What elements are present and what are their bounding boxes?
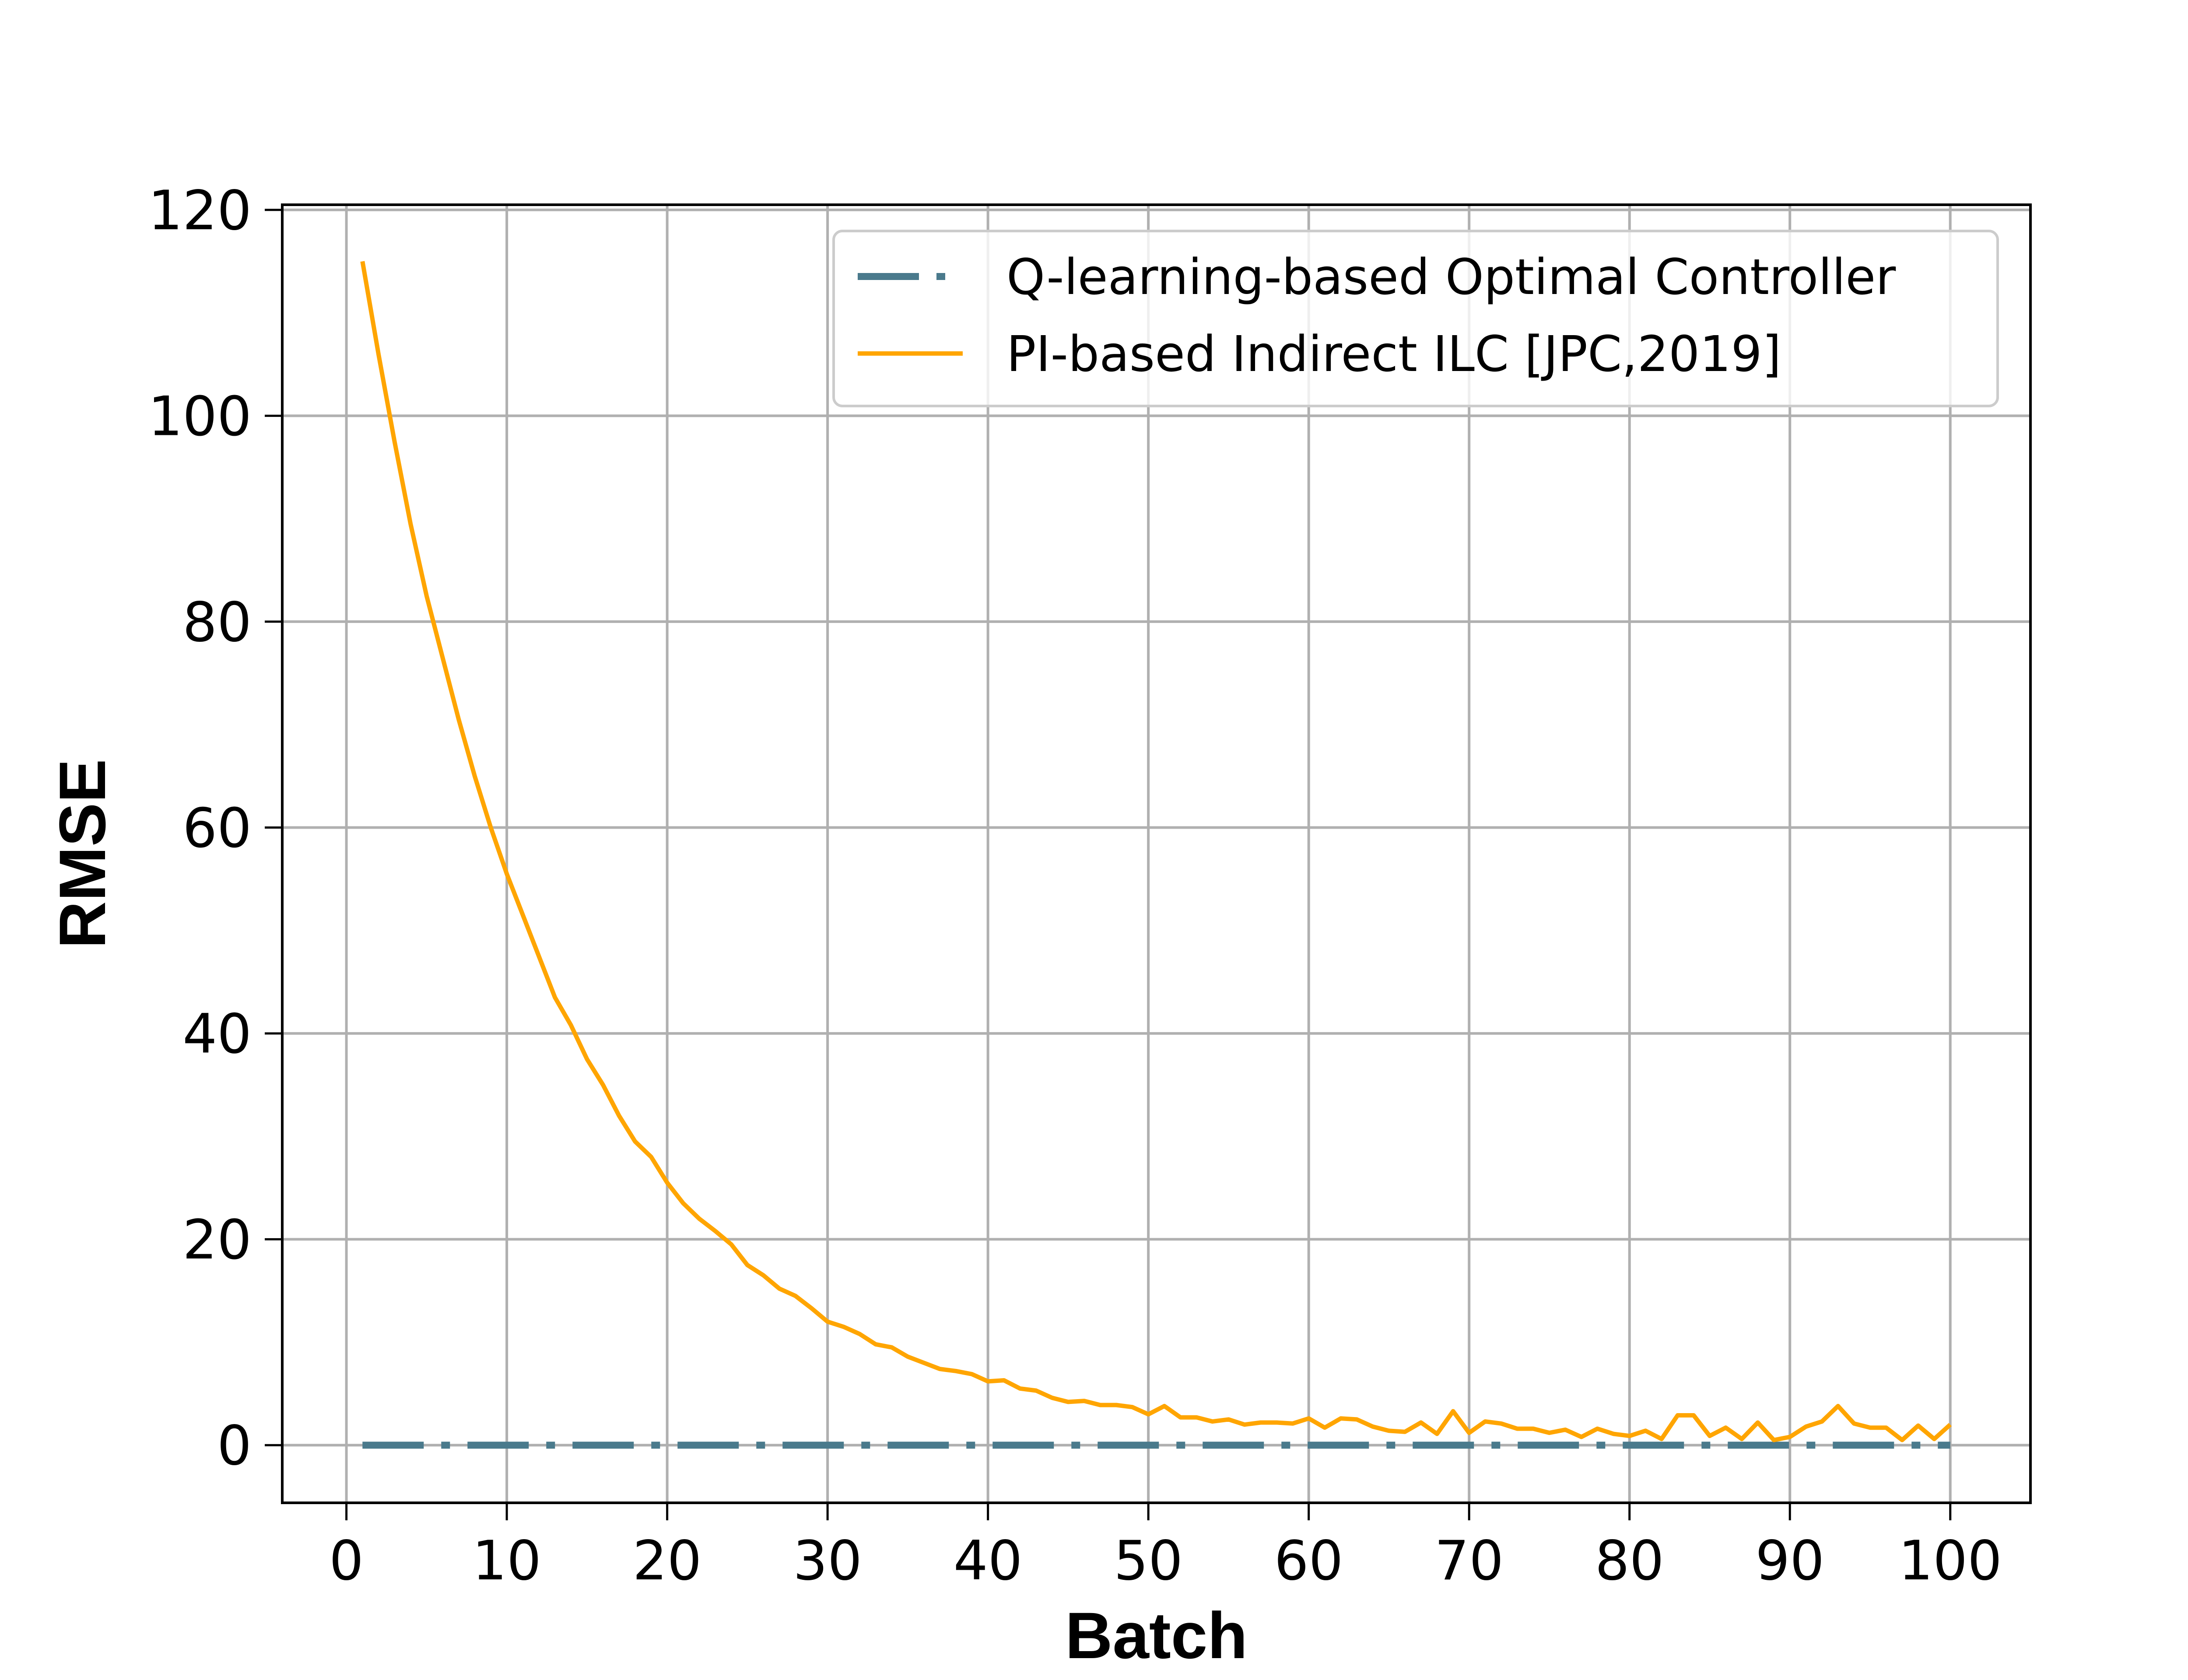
y-tick-label: 100 xyxy=(148,385,252,448)
legend-label-q-learning: Q-learning-based Optimal Controller xyxy=(1006,249,1896,306)
x-tick-label: 80 xyxy=(1595,1530,1664,1592)
x-tick-label: 40 xyxy=(954,1530,1023,1592)
series-line-pi-ilc xyxy=(360,261,1952,1442)
legend-box xyxy=(832,230,1999,407)
x-tick-label: 0 xyxy=(329,1530,364,1592)
axis-ticks xyxy=(265,209,1952,1520)
y-tick-label: 0 xyxy=(217,1414,252,1477)
x-tick-label: 10 xyxy=(472,1530,541,1592)
y-tick-label: 20 xyxy=(182,1209,252,1272)
x-tick-label: 30 xyxy=(793,1530,862,1592)
plot-frame xyxy=(281,203,2032,1504)
tick-labels: 0 10 20 30 40 50 60 70 80 90 100 0 20 40 60 80 100 120 xyxy=(148,179,2002,1592)
grid-lines xyxy=(282,205,2030,1503)
x-axis-title: Batch xyxy=(1065,1599,1248,1672)
x-tick-label: 90 xyxy=(1755,1530,1824,1592)
plot-series xyxy=(360,261,1952,1449)
x-tick-label: 70 xyxy=(1434,1530,1504,1592)
x-tick-label: 20 xyxy=(633,1530,702,1592)
legend: Q-learning-based Optimal Controller PI-b… xyxy=(832,230,1999,407)
x-tick-label: 60 xyxy=(1274,1530,1343,1592)
x-tick-label: 50 xyxy=(1114,1530,1183,1592)
y-tick-label: 120 xyxy=(148,179,252,242)
y-tick-label: 80 xyxy=(182,591,252,654)
legend-label-pi-ilc: PI-based Indirect ILC [JPC,2019] xyxy=(1006,326,1781,383)
y-tick-label: 60 xyxy=(182,797,252,860)
x-tick-label: 100 xyxy=(1898,1530,2002,1592)
y-tick-label: 40 xyxy=(182,1003,252,1066)
y-axis-title: RMSE xyxy=(46,759,119,948)
